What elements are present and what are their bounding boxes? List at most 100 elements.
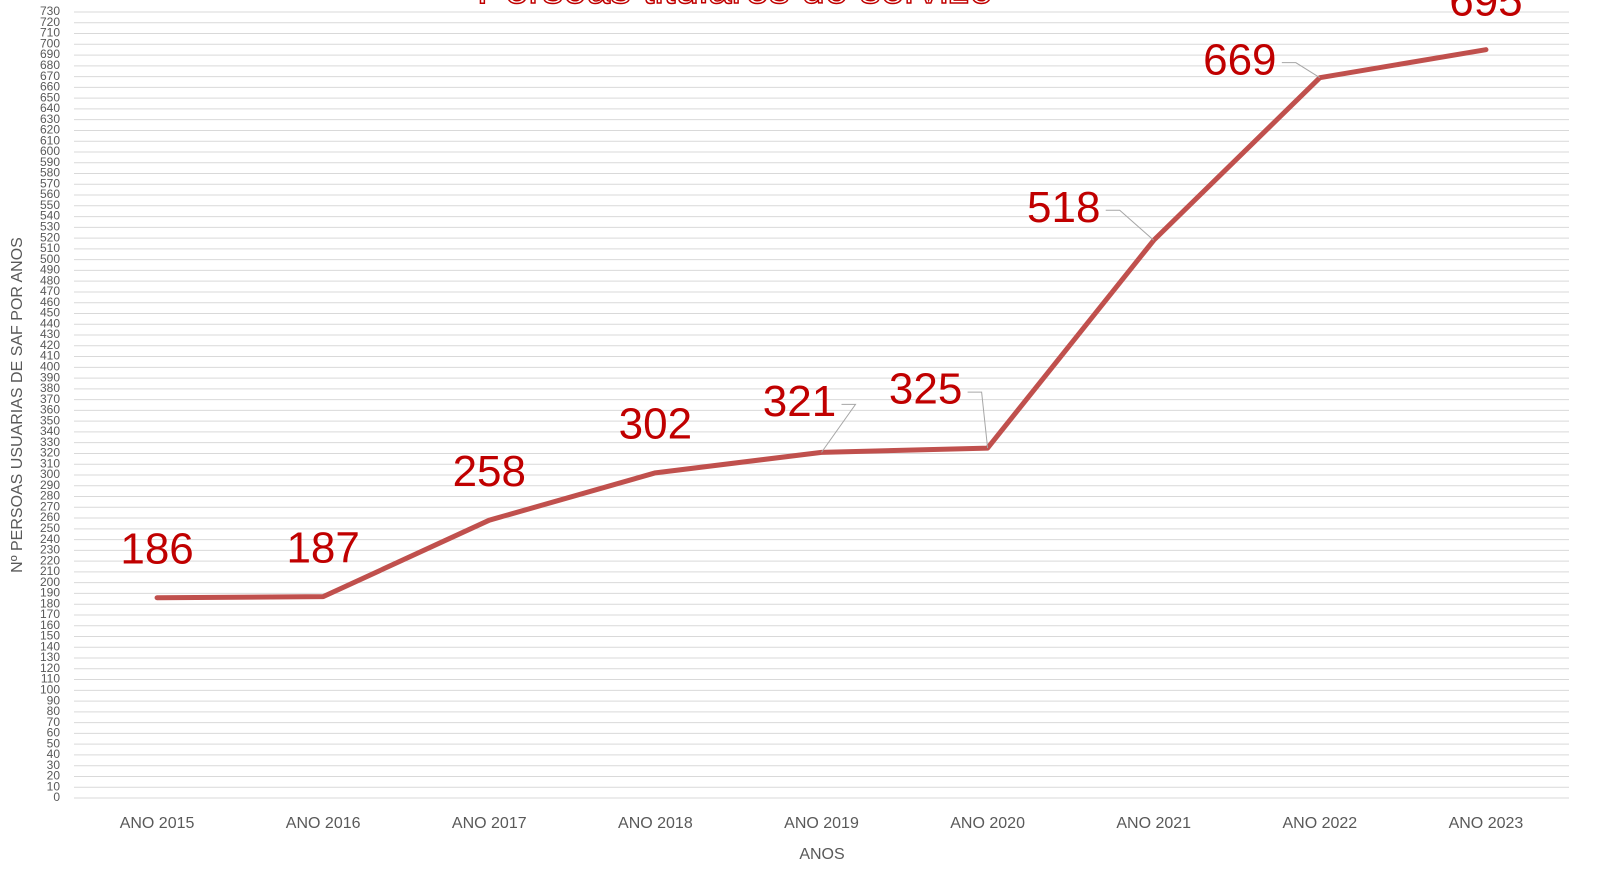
y-tick-label: 660 [40, 80, 60, 94]
y-axis-label: Nº PERSOAS USUARIAS DE SAF POR ANOS [9, 237, 26, 573]
y-tick-label: 330 [40, 435, 60, 449]
y-tick-label: 120 [40, 661, 60, 675]
y-tick-label: 110 [41, 672, 60, 686]
y-tick-label: 300 [40, 467, 60, 481]
x-tick-label: ANO 2017 [452, 815, 527, 832]
y-tick-label: 50 [47, 736, 61, 750]
y-tick-label: 270 [40, 499, 60, 513]
y-tick-label: 650 [40, 90, 60, 104]
data-label: 258 [453, 447, 526, 496]
data-label: 518 [1027, 183, 1100, 232]
y-tick-label: 630 [40, 112, 60, 126]
y-tick-label: 340 [40, 424, 60, 438]
y-tick-label: 90 [47, 693, 61, 707]
y-tick-label: 440 [40, 316, 60, 330]
y-tick-label: 450 [40, 306, 60, 320]
y-tick-label: 380 [40, 381, 60, 395]
data-label: 187 [286, 523, 359, 572]
x-tick-label: ANO 2015 [120, 815, 195, 832]
x-tick-label: ANO 2022 [1282, 815, 1357, 832]
y-tick-label: 190 [40, 586, 60, 600]
y-tick-label: 640 [40, 101, 60, 115]
y-tick-label: 500 [40, 252, 60, 266]
y-tick-label: 140 [40, 639, 60, 653]
y-tick-label: 30 [47, 758, 61, 772]
y-tick-label: 550 [40, 198, 60, 212]
line [154, 47, 1489, 601]
y-tick-label: 290 [40, 478, 60, 492]
y-tick-label: 520 [40, 230, 60, 244]
y-tick-label: 250 [40, 521, 60, 535]
y-tick-label: 240 [40, 532, 60, 546]
y-tick-label: 680 [40, 58, 60, 72]
y-tick-label: 400 [40, 359, 60, 373]
leader-line [1105, 209, 1155, 241]
x-axis-label: ANOS [799, 846, 844, 863]
y-tick-label: 150 [40, 629, 60, 643]
y-tick-label: 730 [40, 4, 60, 18]
data-label: 302 [619, 399, 692, 448]
y-tick-label: 180 [40, 596, 60, 610]
data-label: 669 [1203, 35, 1276, 84]
y-tick-label: 370 [40, 392, 60, 406]
y-tick-label: 510 [40, 241, 60, 255]
y-tick-label: 200 [40, 575, 60, 589]
y-tick-label: 420 [40, 338, 60, 352]
y-tick-label: 20 [47, 769, 61, 783]
y-tick-label: 160 [40, 618, 60, 632]
y-tick-label: 40 [47, 747, 61, 761]
leader-line [1281, 62, 1321, 79]
y-tick-label: 470 [40, 284, 60, 298]
x-tick-label: ANO 2016 [286, 815, 361, 832]
y-tick-label: 720 [40, 15, 60, 29]
y-tick-label: 70 [47, 715, 61, 729]
y-tick-label: 590 [40, 155, 60, 169]
y-tick-label: 480 [40, 273, 60, 287]
y-tick-label: 390 [40, 370, 60, 384]
data-label: 325 [889, 365, 962, 414]
y-tick-label: 620 [40, 123, 60, 137]
y-tick-label: 130 [40, 650, 60, 664]
y-tick-label: 60 [47, 726, 61, 740]
x-tick-label: ANO 2020 [950, 815, 1025, 832]
x-tick-label: ANO 2021 [1116, 815, 1191, 832]
y-tick-label: 580 [40, 166, 60, 180]
y-tick-label: 170 [40, 607, 60, 621]
x-tick-label: ANO 2023 [1449, 815, 1524, 832]
y-tick-label: 80 [47, 704, 61, 718]
y-tick-label: 10 [47, 779, 61, 793]
y-tick-label: 350 [40, 413, 60, 427]
y-tick-label: 670 [40, 69, 60, 83]
y-tick-label: 230 [40, 543, 60, 557]
y-tick-label: 310 [40, 456, 60, 470]
y-tick-label: 360 [40, 403, 60, 417]
chart-title: Persoas titulares do servizo [477, 0, 993, 12]
y-tick-label: 280 [40, 489, 60, 503]
y-tick-label: 260 [40, 510, 60, 524]
y-tick-label: 430 [40, 327, 60, 341]
y-tick-label: 710 [40, 26, 60, 40]
y-tick-label: 560 [40, 187, 60, 201]
leader-line [967, 391, 989, 449]
y-tick-label: 610 [40, 133, 60, 147]
y-tick-label: 220 [40, 553, 60, 567]
y-tick-label: 600 [40, 144, 60, 158]
y-tick-label: 490 [40, 263, 60, 277]
x-tick-label: ANO 2019 [784, 815, 859, 832]
y-tick-label: 690 [40, 47, 60, 61]
y-tick-label: 0 [53, 790, 60, 804]
y-tick-label: 570 [40, 176, 60, 190]
y-tick-label: 410 [40, 349, 60, 363]
data-label: 186 [120, 524, 193, 573]
leader-line [821, 403, 857, 453]
y-tick-label: 540 [40, 209, 60, 223]
y-tick-label: 320 [40, 446, 60, 460]
y-tick-label: 100 [40, 683, 60, 697]
y-tick-label: 530 [40, 220, 60, 234]
y-tick-label: 210 [40, 564, 60, 578]
y-tick-label: 460 [40, 295, 60, 309]
y-tick-label: 700 [40, 36, 60, 50]
x-tick-label: ANO 2018 [618, 815, 693, 832]
data-label: 695 [1449, 0, 1522, 25]
